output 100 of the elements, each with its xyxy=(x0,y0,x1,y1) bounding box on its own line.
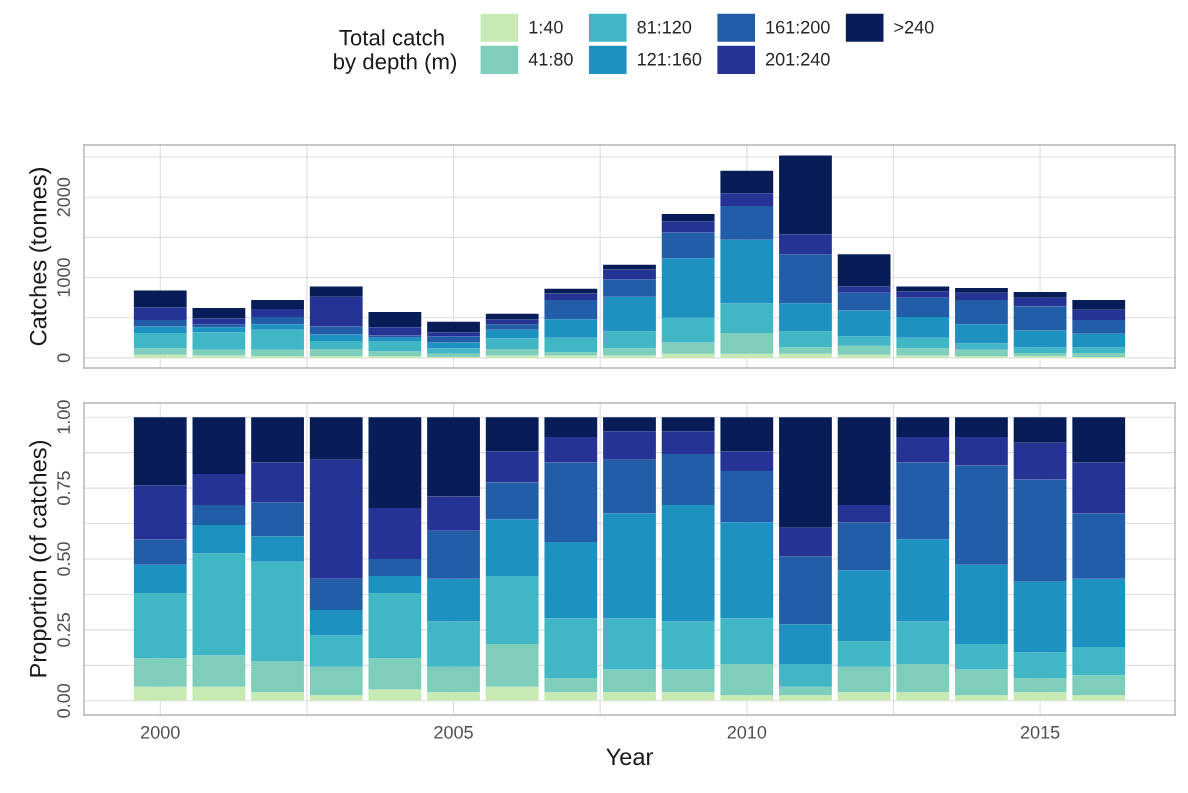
bar xyxy=(192,655,246,687)
bar xyxy=(544,437,598,463)
bar xyxy=(955,324,1008,344)
bar xyxy=(1013,330,1067,348)
bar xyxy=(485,324,539,330)
y-tick-label: 0.25 xyxy=(57,613,71,647)
bar xyxy=(896,291,950,298)
bar xyxy=(133,326,187,333)
bar xyxy=(1013,581,1067,653)
bar xyxy=(1072,513,1126,579)
bar xyxy=(837,666,891,693)
bar xyxy=(837,310,891,337)
bar xyxy=(309,326,363,335)
bar xyxy=(1013,292,1067,298)
bar xyxy=(427,348,480,354)
bar xyxy=(955,343,1008,350)
bar xyxy=(427,336,480,343)
bar xyxy=(192,505,246,525)
bar xyxy=(368,593,422,659)
bar xyxy=(955,292,1008,301)
bar xyxy=(603,417,656,432)
bar xyxy=(309,578,363,611)
bar xyxy=(309,695,363,701)
bar xyxy=(661,232,715,259)
bar xyxy=(603,431,656,460)
x-tick-label: 2005 xyxy=(434,725,473,739)
bar xyxy=(368,341,422,352)
bar xyxy=(133,332,187,349)
bar xyxy=(779,353,832,358)
bar xyxy=(485,338,539,350)
legend-label: 121:160 xyxy=(638,52,702,66)
bar xyxy=(251,329,304,350)
bar xyxy=(896,621,950,664)
bar xyxy=(837,286,891,293)
bar xyxy=(133,417,187,486)
bar xyxy=(720,193,774,207)
bar xyxy=(603,513,656,619)
bar xyxy=(485,644,539,687)
bar xyxy=(779,417,832,528)
bar xyxy=(251,561,304,662)
bar xyxy=(251,417,304,463)
bar xyxy=(368,312,422,328)
bar xyxy=(544,462,598,542)
y-axis-title: Catches (tonnes) xyxy=(29,168,52,346)
bar xyxy=(133,485,187,540)
bar xyxy=(896,663,950,693)
bar xyxy=(192,308,246,319)
bar xyxy=(603,296,656,332)
bar xyxy=(720,353,774,358)
bar xyxy=(837,292,891,311)
bar xyxy=(251,308,304,317)
bar xyxy=(837,505,891,523)
y-tick-label: 0 xyxy=(57,353,71,363)
bar xyxy=(485,417,539,452)
y-tick-label: 1000 xyxy=(57,258,71,297)
bar xyxy=(368,351,422,357)
y-tick-label: 0.00 xyxy=(57,683,71,718)
bar xyxy=(309,666,363,696)
bar xyxy=(896,348,950,356)
bar xyxy=(1072,675,1126,696)
bar xyxy=(192,473,246,506)
bar xyxy=(720,170,774,194)
bar xyxy=(779,303,832,332)
bar xyxy=(896,355,950,358)
bar xyxy=(720,618,774,664)
bar xyxy=(661,669,715,693)
x-axis-title: Year xyxy=(606,748,653,766)
bar xyxy=(779,695,832,701)
bar xyxy=(837,641,891,667)
bar xyxy=(1013,678,1067,693)
bar xyxy=(251,462,304,503)
bar xyxy=(251,349,304,357)
bar xyxy=(603,355,656,358)
bar xyxy=(1013,347,1067,354)
bar xyxy=(544,293,598,301)
bar xyxy=(485,349,539,356)
bar xyxy=(720,695,774,701)
bar xyxy=(192,417,246,474)
bar xyxy=(192,553,246,656)
bar xyxy=(955,300,1008,325)
bar xyxy=(779,527,832,557)
bar xyxy=(133,539,187,565)
bar xyxy=(955,669,1008,696)
bar xyxy=(955,287,1008,293)
bar xyxy=(309,417,363,460)
bar xyxy=(192,355,246,358)
bar xyxy=(603,618,656,670)
bar xyxy=(603,264,656,270)
bar xyxy=(955,417,1008,438)
bar xyxy=(779,686,832,696)
y-tick-label: 0.50 xyxy=(57,542,71,576)
bar xyxy=(368,337,422,342)
bar xyxy=(720,471,774,523)
bar xyxy=(427,621,480,667)
bar xyxy=(661,505,715,622)
bar xyxy=(896,437,950,463)
bar xyxy=(133,593,187,659)
bar xyxy=(309,296,363,327)
bar xyxy=(1013,479,1067,582)
bar xyxy=(661,317,715,343)
